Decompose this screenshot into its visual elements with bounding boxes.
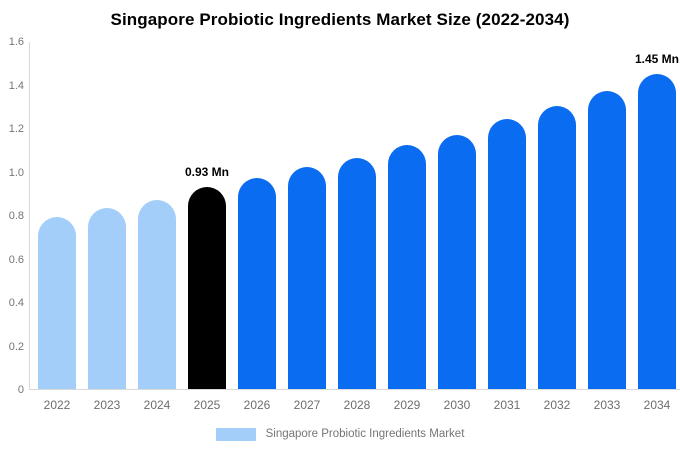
bar-2031[interactable]	[488, 119, 526, 389]
plot-area: 2022 2023 2024 0.93 Mn 2025 2026 2027 2028 2029 2…	[29, 42, 680, 412]
data-label-2034: 1.45 Mn	[634, 51, 679, 66]
y-tick-1.2: 1.2	[8, 123, 24, 135]
bar-2023[interactable]	[88, 208, 126, 389]
bar-2034[interactable]	[638, 73, 676, 389]
x-tick-2023: 2023	[93, 398, 121, 412]
x-tick-2031: 2031	[493, 398, 521, 412]
y-tick-1.0: 1.0	[8, 166, 24, 179]
y-tick-0: 0	[17, 384, 24, 396]
y-tick-0.8: 0.8	[8, 210, 24, 222]
x-tick-2033: 2033	[593, 398, 621, 412]
x-tick-2026: 2026	[243, 398, 271, 412]
legend-swatch-icon	[215, 427, 256, 441]
bar-2025[interactable]	[188, 186, 226, 389]
y-tick-0.4: 0.4	[8, 297, 24, 309]
y-tick-1.6: 1.6	[8, 36, 24, 48]
y-tick-0.2: 0.2	[8, 340, 24, 353]
x-tick-2032: 2032	[543, 398, 571, 412]
bar-2029[interactable]	[388, 145, 426, 389]
bar-2022[interactable]	[38, 217, 76, 389]
x-tick-2030: 2030	[443, 398, 471, 412]
bar-2026[interactable]	[238, 178, 276, 389]
x-tick-2024: 2024	[143, 398, 171, 412]
x-tick-2034: 2034	[643, 398, 671, 412]
y-tick-1.4: 1.4	[8, 79, 24, 92]
bar-2024[interactable]	[138, 199, 176, 389]
chart-title: Singapore Probiotic Ingredients Market S…	[110, 10, 570, 29]
x-tick-2029: 2029	[393, 398, 421, 412]
x-tick-2022: 2022	[43, 398, 71, 412]
x-tick-2028: 2028	[343, 398, 371, 412]
x-tick-2025: 2025	[193, 398, 221, 412]
y-tick-0.6: 0.6	[8, 253, 24, 266]
legend-label: Singapore Probiotic Ingredients Market	[265, 428, 465, 440]
x-tick-2027: 2027	[293, 398, 321, 412]
y-axis: 0 0.2 0.4 0.6 0.8 1.0 1.2 1.4 1.6	[0, 36, 24, 396]
bar-2028[interactable]	[338, 158, 376, 389]
bar-2032[interactable]	[538, 106, 576, 389]
bar-2030[interactable]	[438, 134, 476, 389]
data-label-2025: 0.93 Mn	[184, 164, 229, 179]
bar-2027[interactable]	[288, 167, 326, 389]
legend-item[interactable]: Singapore Probiotic Ingredients Market	[0, 426, 680, 442]
bar-2033[interactable]	[588, 91, 626, 389]
